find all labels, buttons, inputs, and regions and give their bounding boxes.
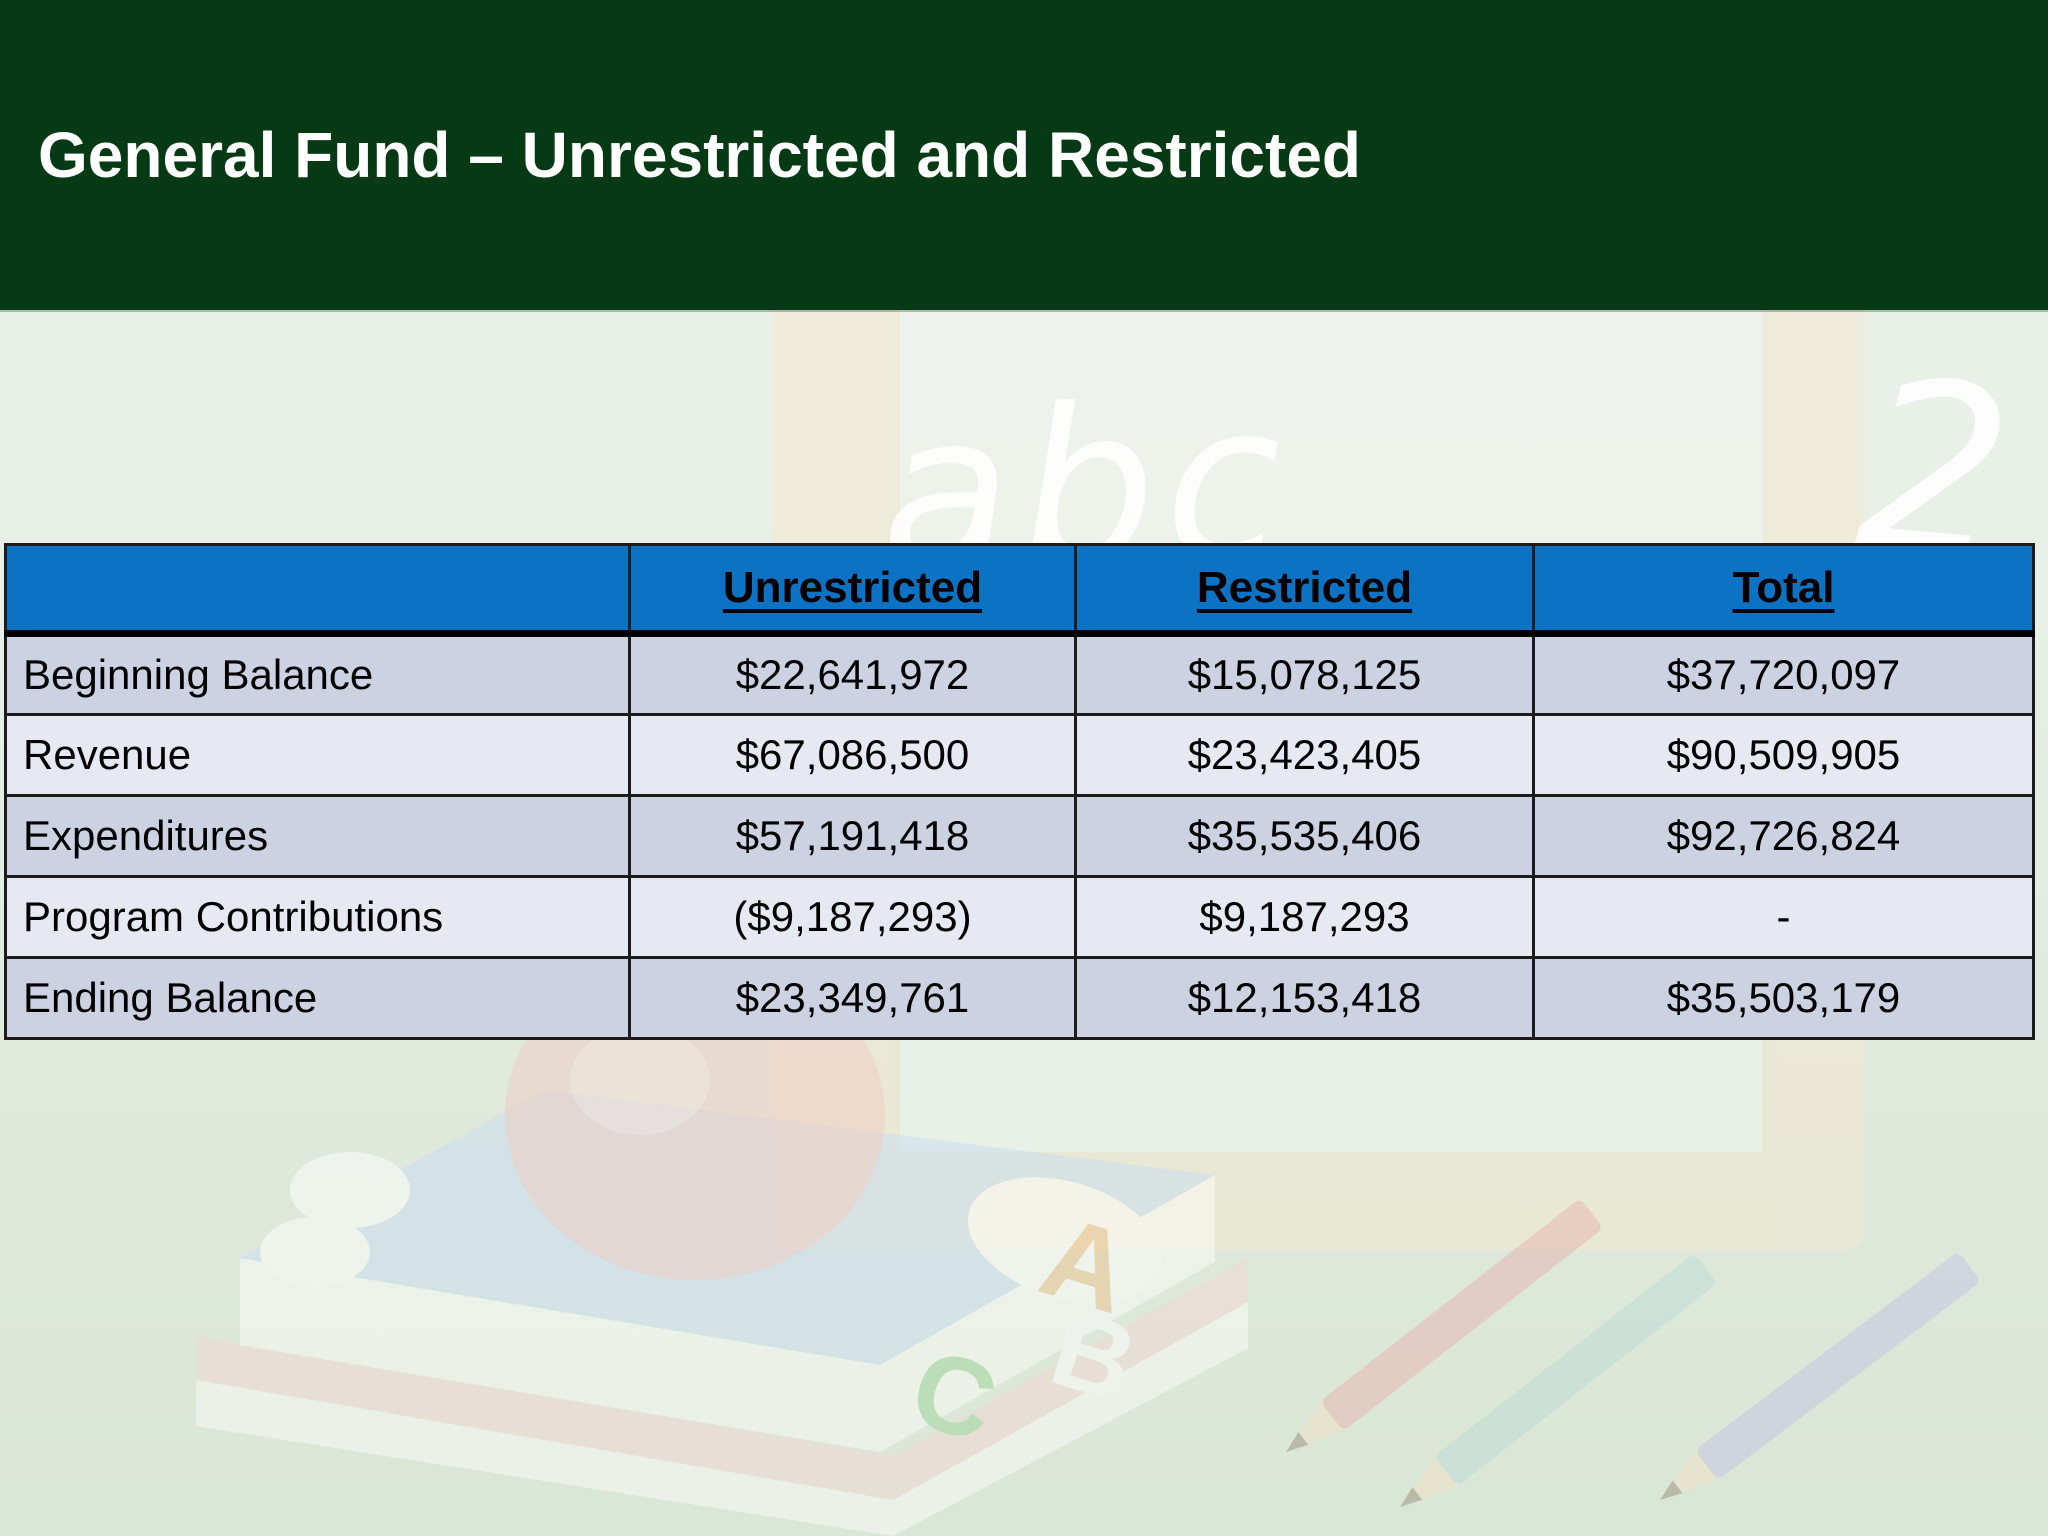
general-fund-table: Unrestricted Restricted Total Beginning … (4, 543, 2035, 1040)
books-stack: A B C (196, 1090, 1248, 1536)
total-cell: - (1532, 875, 2035, 959)
total-cell: $35,503,179 (1532, 956, 2035, 1040)
pencils (1286, 1200, 1979, 1507)
restricted-cell: $35,535,406 (1074, 794, 1535, 878)
slide-title: General Fund – Unrestricted and Restrict… (38, 119, 1361, 191)
unrestricted-cell: ($9,187,293) (628, 875, 1077, 959)
bottom-book-pages (196, 1302, 1248, 1536)
bottom-book-cover-stripe (196, 1258, 1248, 1500)
row-label-cell: Revenue (4, 713, 631, 797)
row-label-cell: Expenditures (4, 794, 631, 878)
pencil-purple (1660, 1254, 1979, 1500)
top-book-pages (240, 1175, 1215, 1452)
restricted-cell: $9,187,293 (1074, 875, 1535, 959)
table-row: Program Contributions ($9,187,293) $9,18… (4, 875, 2035, 959)
total-cell: $37,720,097 (1532, 632, 2035, 716)
apple-highlight (570, 1025, 710, 1135)
cover-decoration-blob (260, 1217, 370, 1287)
total-cell: $92,726,824 (1532, 794, 2035, 878)
table-header-row: Unrestricted Restricted Total (4, 543, 2035, 637)
unrestricted-cell: $67,086,500 (628, 713, 1077, 797)
unrestricted-cell: $23,349,761 (628, 956, 1077, 1040)
title-band: General Fund – Unrestricted and Restrict… (0, 0, 2048, 310)
cover-decoration-cloud (967, 1177, 1163, 1303)
pencil-red (1286, 1200, 1601, 1452)
restricted-cell: $15,078,125 (1074, 632, 1535, 716)
header-restricted: Restricted (1074, 543, 1535, 637)
table-row: Expenditures $57,191,418 $35,535,406 $92… (4, 794, 2035, 878)
unrestricted-cell: $22,641,972 (628, 632, 1077, 716)
total-cell: $90,509,905 (1532, 713, 2035, 797)
header-total: Total (1532, 543, 2035, 637)
restricted-cell: $23,423,405 (1074, 713, 1535, 797)
row-label-cell: Program Contributions (4, 875, 631, 959)
table-row: Revenue $67,086,500 $23,423,405 $90,509,… (4, 713, 2035, 797)
restricted-cell: $12,153,418 (1074, 956, 1535, 1040)
table-row: Ending Balance $23,349,761 $12,153,418 $… (4, 956, 2035, 1040)
header-blank (4, 543, 631, 637)
header-unrestricted: Unrestricted (628, 543, 1077, 637)
unrestricted-cell: $57,191,418 (628, 794, 1077, 878)
cover-decoration-blob (290, 1152, 410, 1228)
pencil-teal (1400, 1255, 1715, 1507)
table-row: Beginning Balance $22,641,972 $15,078,12… (4, 632, 2035, 716)
row-label-cell: Ending Balance (4, 956, 631, 1040)
row-label-cell: Beginning Balance (4, 632, 631, 716)
